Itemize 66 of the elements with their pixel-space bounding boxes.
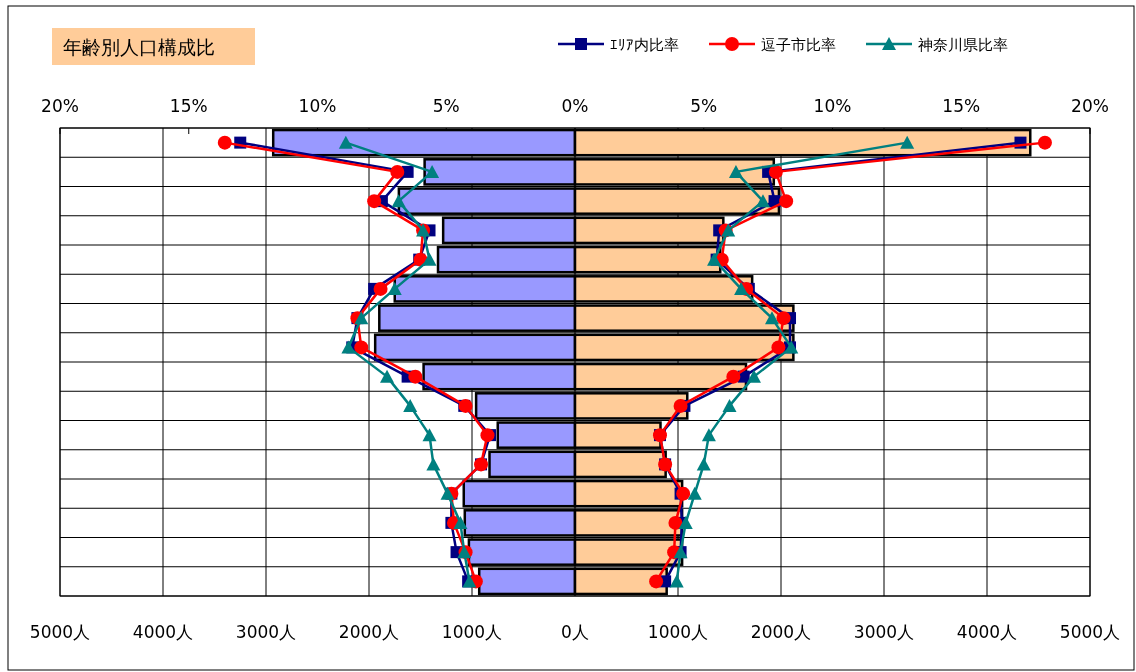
point [726,369,741,384]
x-tick-label: 3000人 [853,622,915,642]
point [696,457,711,471]
point [779,194,794,209]
point [1037,135,1052,150]
point [354,311,369,325]
point [676,486,691,501]
x-tick-label: 0人 [561,622,589,642]
x-tick-label: 2000人 [338,622,400,642]
point [217,135,232,150]
point [422,428,437,442]
point [764,311,779,325]
point [338,135,353,149]
legend-label: 逗子市比率 [761,36,836,54]
point [734,281,749,295]
x2-tick-label: 5% [690,96,718,116]
point [728,164,743,178]
x2-tick-label: 0% [561,96,589,116]
point [776,311,791,326]
chart-title: 年齢別人口構成比 [63,36,215,58]
x2-tick-label: 20% [1071,96,1109,116]
point [900,135,915,149]
point [367,194,382,209]
point [480,428,495,443]
x-tick-label: 1000人 [441,622,503,642]
point [768,164,783,179]
point [380,369,395,383]
x2-tick-label: 10% [813,96,852,116]
point [403,398,418,412]
x-tick-label: 5000人 [1059,622,1121,642]
point [341,340,356,354]
point [701,428,716,442]
x-tick-label: 4000人 [956,622,1018,642]
point [390,164,405,179]
point [391,194,406,208]
point [387,281,402,295]
point [453,515,468,529]
point [649,574,664,589]
point [426,457,441,471]
point [722,398,737,412]
x-tick-label: 3000人 [235,622,297,642]
legend-label: ｴﾘｱ内比率 [610,36,679,54]
point [687,486,702,500]
point [425,164,440,178]
point [669,574,684,588]
x-tick-label: 5000人 [29,622,91,642]
legend-label: 神奈川県比率 [918,36,1008,54]
point [771,340,786,355]
point [755,194,770,208]
point [354,340,369,355]
point [408,369,423,384]
point [746,369,761,383]
x2-tick-label: 5% [432,96,460,116]
x2-tick-label: 15% [942,96,981,116]
x-tick-label: 2000人 [750,622,812,642]
point [668,515,683,530]
point [678,515,693,529]
x2-tick-label: 10% [298,96,337,116]
point [673,398,688,413]
point [373,281,388,296]
x2-tick-label: 20% [41,96,79,116]
point [440,486,455,500]
x2-tick-label: 15% [169,96,208,116]
x-tick-label: 1000人 [647,622,709,642]
point [422,252,437,266]
x-tick-label: 4000人 [132,622,194,642]
